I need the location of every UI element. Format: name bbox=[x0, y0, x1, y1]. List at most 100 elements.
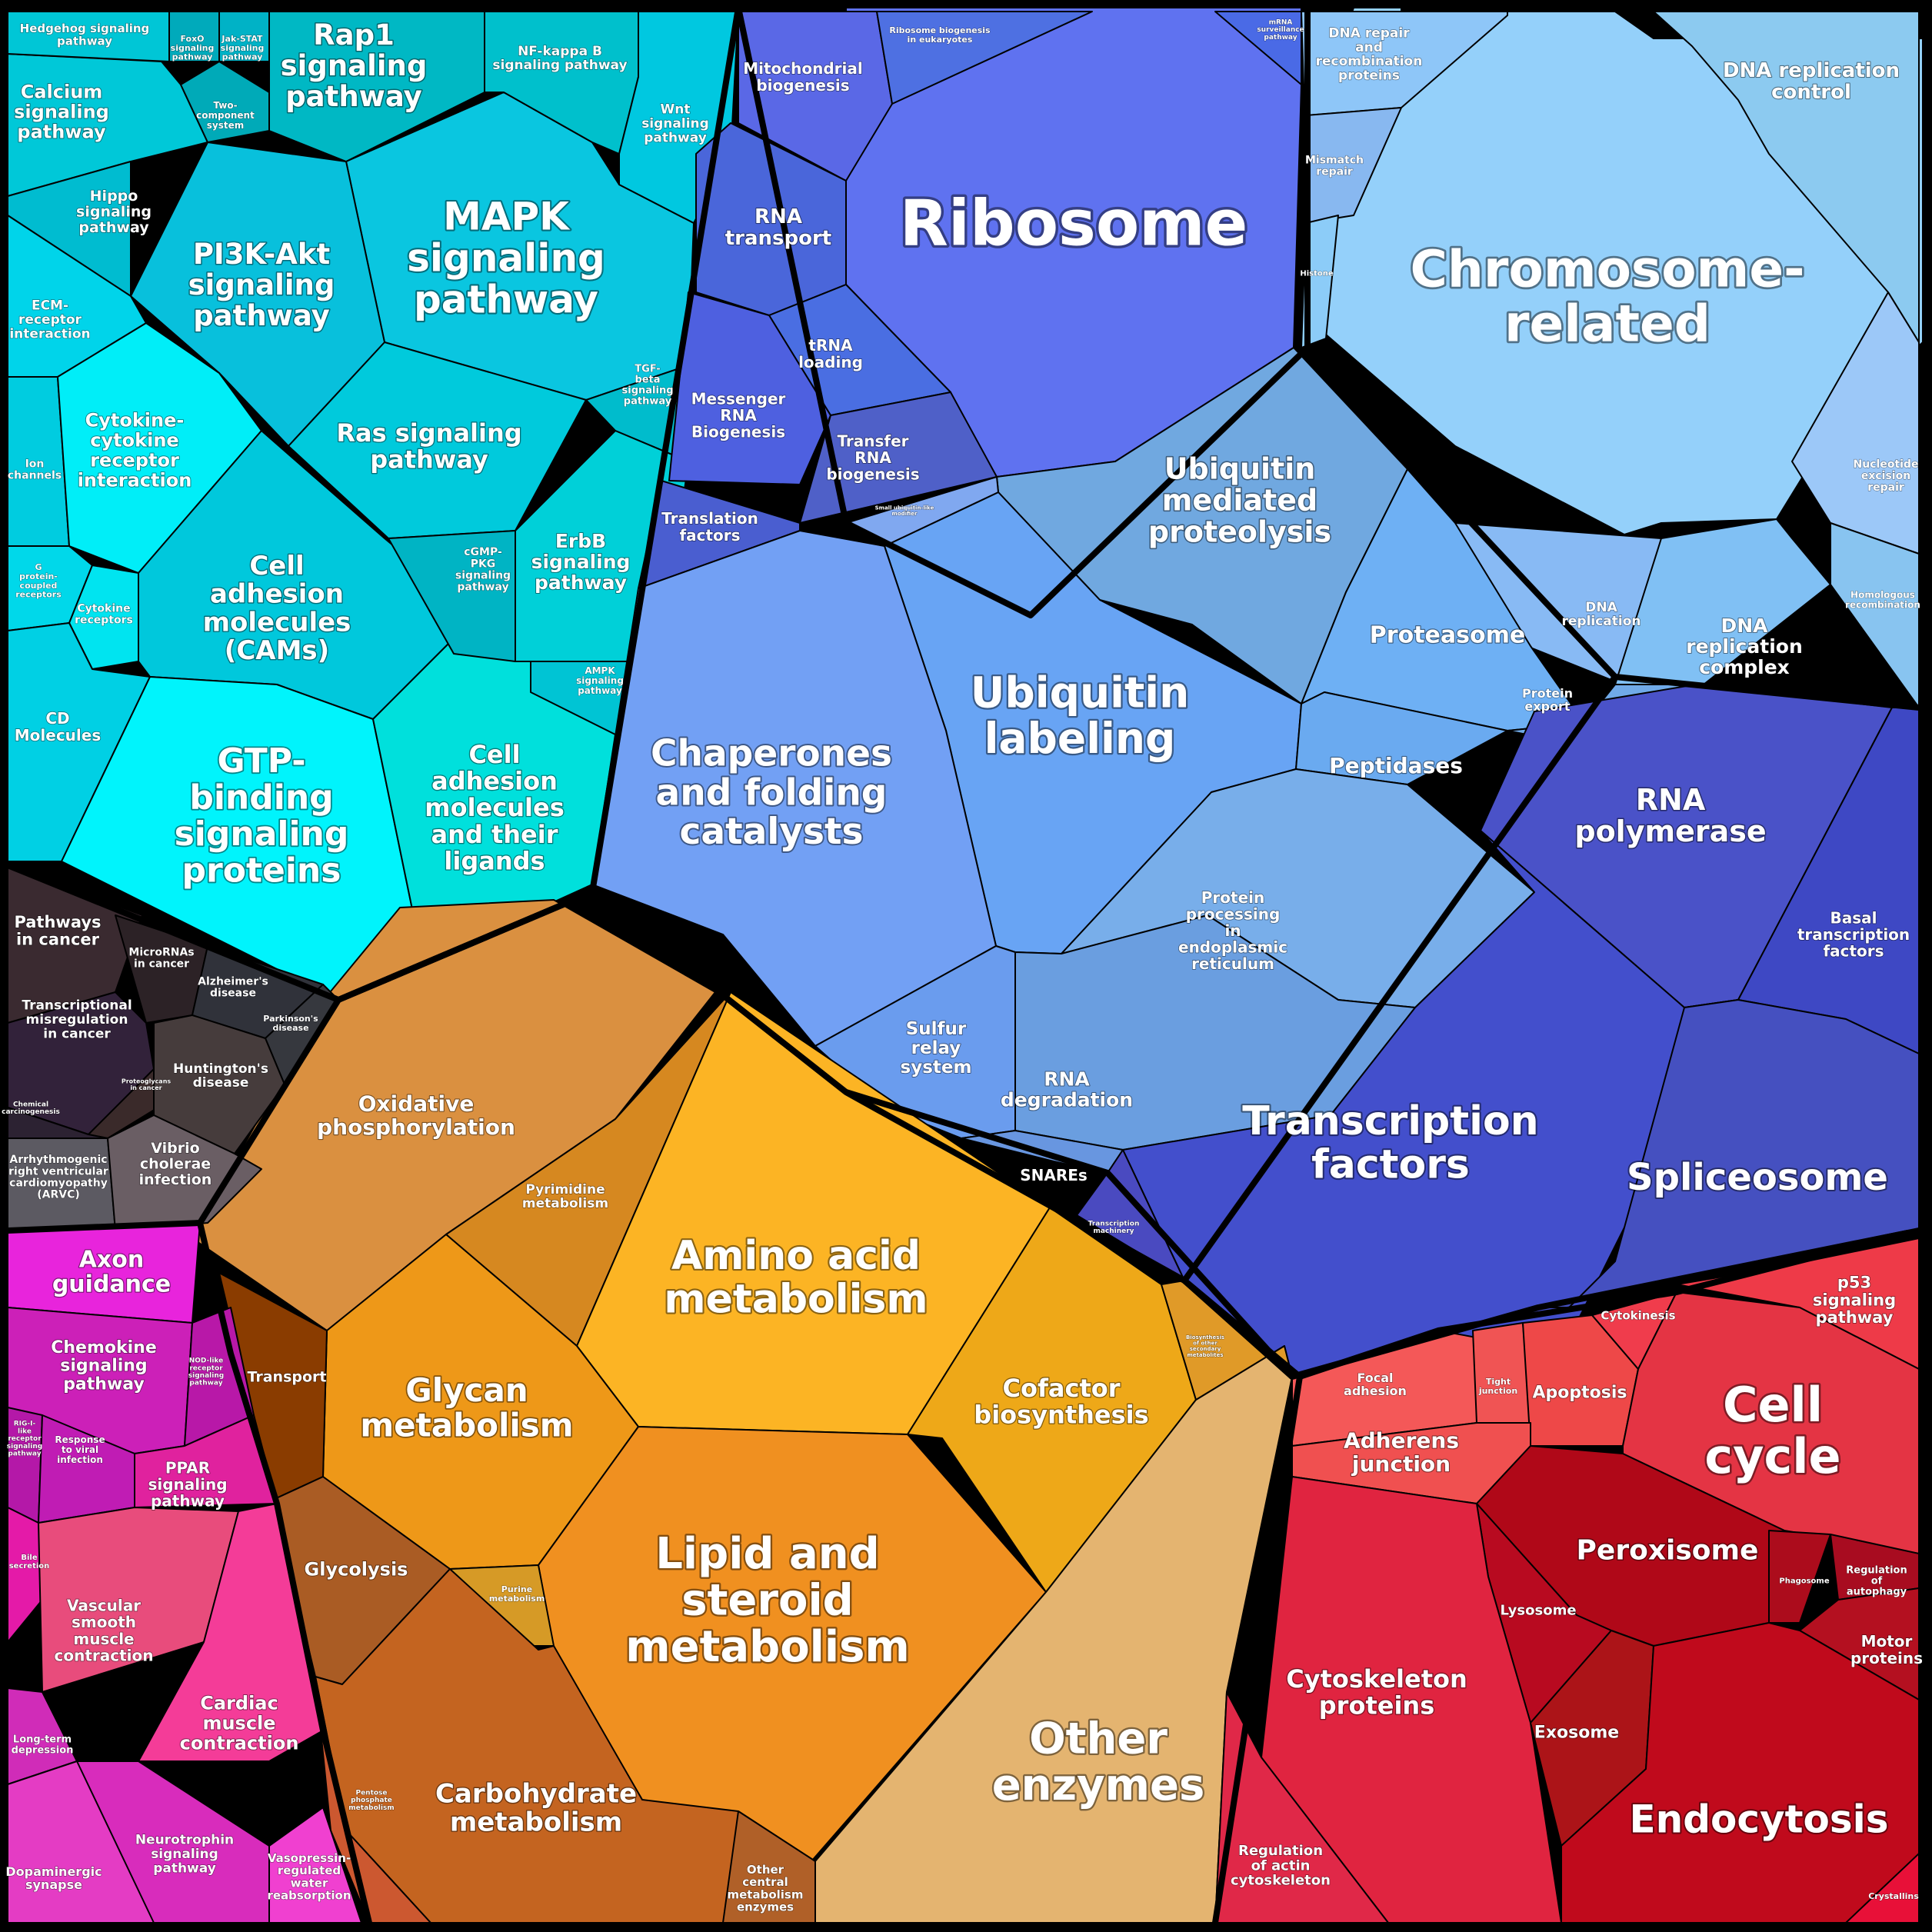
cell-label-transfer: Transfer RNA biogenesis bbox=[826, 431, 919, 483]
cell-label-carb: Carbohydrate metabolism bbox=[435, 1779, 637, 1838]
cell-phagosome bbox=[1768, 1530, 1831, 1624]
cell-label-oxphos: Oxidative phosphorylation bbox=[317, 1091, 515, 1140]
cell-label-crystallins: Crystallins bbox=[1868, 1891, 1919, 1901]
cell-label-park: Parkinson's disease bbox=[263, 1014, 318, 1033]
cell-label-transmis: Transcriptional misregulation in cancer bbox=[22, 998, 132, 1042]
cell-label-regauto: Regulation of autophagy bbox=[1846, 1565, 1907, 1598]
cell-label-transmach: Transcription machinery bbox=[1088, 1220, 1140, 1235]
cell-label-lipid: Lipid and steroid metabolism bbox=[625, 1529, 910, 1672]
cells-layer bbox=[7, 7, 1924, 1924]
cell-label-messenger: Messenger RNA Biogenesis bbox=[691, 389, 786, 441]
cell-label-chaperones: Chaperones and folding catalysts bbox=[651, 733, 892, 854]
cell-label-histone: Histone bbox=[1300, 270, 1334, 278]
cell-label-twocomp: Two-component system bbox=[196, 100, 255, 131]
cell-messenger bbox=[668, 291, 831, 485]
cell-mrna_surv bbox=[1214, 11, 1302, 85]
cell-label-ras: Ras signaling pathway bbox=[336, 418, 521, 475]
cell-label-adherens: Adherens junction bbox=[1344, 1428, 1459, 1477]
cell-label-pi3k: PI3K-Akt signaling pathway bbox=[188, 238, 335, 332]
cell-dnarepctl bbox=[1653, 11, 1920, 343]
cell-label-pyrimidine: Pyrimidine metabolism bbox=[522, 1182, 608, 1211]
labels-layer: Ribosome Chromosome-related MAPK signaling p… bbox=[2, 17, 1924, 1914]
cell-label-chemokine: Chemokine signaling pathway bbox=[51, 1338, 157, 1394]
cell-label-ion: Ion channels bbox=[8, 458, 62, 481]
cell-label-tf: Transcription factors bbox=[1242, 1098, 1538, 1188]
cell-label-foxo: FoxO signaling pathway bbox=[171, 34, 215, 62]
cell-label-rnatrans: RNA transport bbox=[725, 205, 832, 250]
cell-label-cam_lig: Cell adhesion molecules and their ligands bbox=[425, 740, 564, 875]
cell-label-protproc: Protein processing in endoplasmic reticulum bbox=[1178, 888, 1287, 973]
cell-label-tight: Tight junction bbox=[1478, 1377, 1517, 1396]
cell-label-purine: Purine metabolism bbox=[489, 1584, 545, 1604]
cell-label-alz: Alzheimer's disease bbox=[198, 975, 268, 999]
cell-label-transport: Transport bbox=[247, 1369, 326, 1386]
cell-label-tgf: TGF-beta signaling pathway bbox=[622, 363, 674, 407]
cell-label-cellcycle: Cell cycle bbox=[1704, 1377, 1840, 1484]
cell-label-microrna: MicroRNAs in cancer bbox=[128, 946, 194, 970]
cell-label-rnadeg: RNA degradation bbox=[1001, 1068, 1133, 1111]
cell-label-proteasome: Proteasome bbox=[1370, 622, 1525, 649]
cell-label-regactin: Regulation of actin cytoskeleton bbox=[1231, 1843, 1331, 1889]
cell-label-ppar: PPAR signaling pathway bbox=[148, 1458, 227, 1510]
cell-label-p53: p53 signaling pathway bbox=[1813, 1274, 1896, 1327]
cell-tight bbox=[1472, 1322, 1531, 1424]
cell-label-pentose: Pentose phosphate metabolism bbox=[348, 1789, 394, 1811]
cell-label-response: Response to viral infection bbox=[55, 1434, 105, 1465]
cell-label-cams: Cell adhesion molecules (CAMs) bbox=[203, 551, 351, 666]
cell-label-glycolysis: Glycolysis bbox=[305, 1558, 408, 1580]
cell-label-axon: Axon guidance bbox=[52, 1246, 171, 1297]
cell-label-cofactor: Cofactor biosynthesis bbox=[974, 1374, 1148, 1430]
cell-label-dopa: Dopaminergic synapse bbox=[5, 1864, 102, 1892]
cell-label-cytokinesis: Cytokinesis bbox=[1601, 1308, 1675, 1322]
cell-label-peroxisome: Peroxisome bbox=[1577, 1535, 1759, 1567]
cell-label-motor: Motor proteins bbox=[1850, 1632, 1923, 1667]
cell-label-ribobio: Ribosome biogenesis in eukaryotes bbox=[889, 25, 991, 45]
cell-twocomp bbox=[180, 61, 270, 143]
cell-label-pathways: Pathways in cancer bbox=[14, 913, 101, 949]
cell-label-dnarepair: DNA repair and recombination proteins bbox=[1316, 25, 1423, 83]
cell-label-apoptosis: Apoptosis bbox=[1533, 1384, 1627, 1403]
group-border bbox=[197, 1222, 372, 1924]
cell-label-mrna_surv: mRNA surveillance pathway bbox=[1257, 18, 1304, 41]
cell-label-dnarepctl: DNA replication control bbox=[1723, 59, 1900, 104]
cell-label-focal: Focal adhesion bbox=[1344, 1371, 1407, 1398]
cell-label-wnt: Wnt signaling pathway bbox=[641, 102, 709, 146]
group-border bbox=[1298, 1227, 1920, 1380]
cell-label-ampk: AMPK signaling pathway bbox=[576, 665, 624, 696]
cell-label-exosome: Exosome bbox=[1534, 1724, 1619, 1743]
cell-label-chemcarc: Chemical carcinogenesis bbox=[2, 1101, 60, 1116]
group-border bbox=[589, 7, 741, 893]
cell-label-cytorec: Cytokine receptors bbox=[75, 602, 133, 626]
cell-label-vascular: Vascular smooth muscle contraction bbox=[54, 1597, 153, 1665]
cell-label-neurotroph: Neurotrophin signaling pathway bbox=[135, 1833, 234, 1877]
cell-label-hedgehog: Hedgehog signaling pathway bbox=[20, 22, 150, 48]
cell-label-rap1: Rap1 signaling pathway bbox=[281, 18, 428, 113]
cell-label-calcium: Calcium signaling pathway bbox=[14, 81, 109, 142]
cell-label-sulfur: Sulfur relay system bbox=[901, 1019, 972, 1078]
cell-crystallins bbox=[1845, 1853, 1920, 1924]
cell-label-mito: Mitochondrial biogenesis bbox=[743, 59, 863, 95]
group-border bbox=[1181, 675, 1618, 1283]
cell-label-dnarep: DNA replication bbox=[1561, 600, 1641, 629]
cell-label-othercentral: Other central metabolism enzymes bbox=[728, 1863, 804, 1914]
cell-label-erbb: ErbB signaling pathway bbox=[531, 530, 631, 594]
cell-label-amino: Amino acid metabolism bbox=[664, 1233, 928, 1322]
cell-label-otherenz: Other enzymes bbox=[992, 1714, 1205, 1810]
cell-label-vibrio: Vibrio cholerae infection bbox=[139, 1140, 212, 1188]
cell-label-ubmed: Ubiquitin mediated proteolysis bbox=[1148, 451, 1331, 548]
cell-label-glycan: Glycan metabolism bbox=[360, 1371, 573, 1444]
cell-label-basal: Basal transcription factors bbox=[1797, 908, 1910, 960]
cell-label-ltd: Long-term depression bbox=[12, 1734, 74, 1757]
cell-label-ublab: Ubiquitin labeling bbox=[971, 668, 1190, 763]
cell-label-bile: Bile secretion bbox=[9, 1554, 50, 1571]
cell-label-homolog: Homologous recombination bbox=[1845, 590, 1920, 611]
cell-label-cgmp: cGMP-PKG signaling pathway bbox=[455, 546, 511, 593]
cell-label-arvc: Arrhythmogenic right ventricular cardiomyo… bbox=[8, 1154, 108, 1201]
cell-mito bbox=[738, 11, 893, 182]
cell-label-cd: CD Molecules bbox=[15, 709, 101, 744]
cell-label-hunt: Huntington's disease bbox=[173, 1061, 268, 1091]
